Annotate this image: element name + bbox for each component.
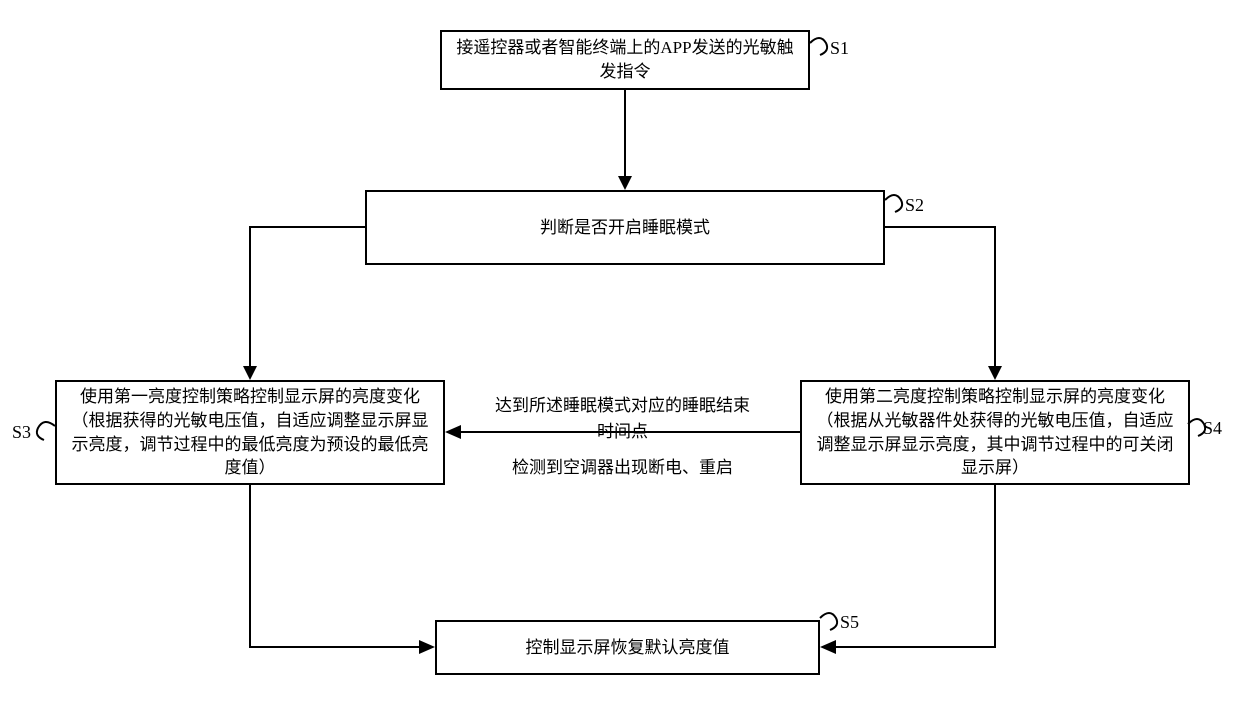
label-s1: S1: [830, 38, 849, 59]
arrow-s3-s5: [0, 0, 1240, 712]
box-s3: 使用第一亮度控制策略控制显示屏的亮度变化（根据获得的光敏电压值，自适应调整显示屏…: [55, 380, 445, 485]
label-s2: S2: [905, 195, 924, 216]
box-s2: 判断是否开启睡眠模式: [365, 190, 885, 265]
arrow-s2-s4: [0, 0, 1240, 712]
box-s5: 控制显示屏恢复默认亮度值: [435, 620, 820, 675]
label-s3: S3: [12, 422, 31, 443]
box-s1-text: 接遥控器或者智能终端上的APP发送的光敏触发指令: [454, 36, 796, 84]
arrow-s4-s5: [0, 0, 1240, 712]
box-s4: 使用第二亮度控制策略控制显示屏的亮度变化（根据从光敏器件处获得的光敏电压值，自适…: [800, 380, 1190, 485]
box-s2-text: 判断是否开启睡眠模式: [540, 216, 710, 240]
box-s5-text: 控制显示屏恢复默认亮度值: [526, 636, 730, 660]
arrow-s4-s3: [0, 0, 1240, 712]
label-curve-s3: [30, 420, 58, 445]
label-s5: S5: [840, 612, 859, 633]
arrow-s1-s2: [622, 90, 632, 190]
middle-text-top: 达到所述睡眠模式对应的睡眠结束时间点: [490, 393, 755, 444]
label-s4: S4: [1203, 418, 1222, 439]
middle-text-bottom: 检测到空调器出现断电、重启: [490, 455, 755, 481]
box-s3-text: 使用第一亮度控制策略控制显示屏的亮度变化（根据获得的光敏电压值，自适应调整显示屏…: [69, 385, 431, 480]
box-s1: 接遥控器或者智能终端上的APP发送的光敏触发指令: [440, 30, 810, 90]
box-s4-text: 使用第二亮度控制策略控制显示屏的亮度变化（根据从光敏器件处获得的光敏电压值，自适…: [814, 385, 1176, 480]
arrow-s2-s3: [0, 0, 1240, 712]
